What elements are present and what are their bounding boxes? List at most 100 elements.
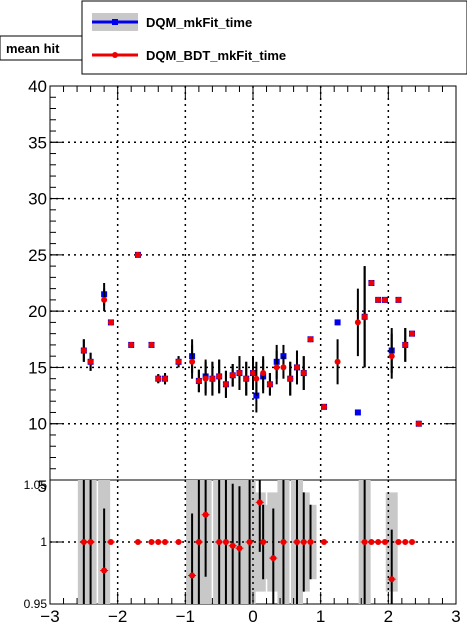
data-point-circle	[107, 319, 114, 326]
ratio-point	[321, 539, 328, 545]
data-point-circle	[354, 319, 361, 326]
ratio-point	[236, 545, 243, 552]
legend-marker-bdt	[112, 52, 118, 58]
data-point-circle	[202, 375, 209, 382]
data-point-circle	[243, 375, 250, 382]
data-point-circle	[361, 313, 368, 320]
ratio-point	[155, 539, 162, 545]
data-point-circle	[415, 420, 422, 427]
main-ytick-label: 25	[28, 246, 47, 265]
main-ytick-label: 15	[28, 358, 47, 377]
ratio-point	[388, 576, 395, 583]
data-point-circle	[280, 364, 287, 371]
ratio-point	[195, 539, 202, 545]
data-point-circle	[80, 347, 87, 354]
ratio-points	[79, 480, 417, 604]
ratio-point	[260, 539, 267, 545]
legend: DQM_mkFit_time DQM_BDT_mkFit_time	[81, 0, 467, 75]
data-point-square	[354, 409, 361, 416]
data-point-circle	[216, 373, 223, 380]
main-ytick-label: 20	[28, 302, 47, 321]
ratio-point	[270, 555, 277, 562]
xtick-label: 3	[451, 607, 460, 626]
data-point-circle	[368, 280, 375, 286]
main-ytick-label: 10	[28, 415, 47, 434]
legend-label-bdt: DQM_BDT_mkFit_time	[146, 48, 286, 63]
legend-marker-mkfit	[112, 19, 118, 25]
data-point-circle	[162, 375, 169, 382]
data-point-circle	[128, 341, 135, 348]
data-point-circle	[321, 403, 328, 410]
data-point-circle	[253, 375, 260, 382]
data-point-circle	[209, 375, 216, 382]
ratio-point	[368, 539, 375, 545]
xtick-label: 0	[248, 607, 257, 626]
ratio-point	[87, 539, 94, 545]
main-ytick-label: 40	[28, 77, 47, 96]
ratio-point	[222, 539, 229, 545]
data-point-circle	[273, 364, 280, 371]
xtick-label: 1	[316, 607, 325, 626]
data-point-circle	[229, 372, 236, 379]
ratio-point	[381, 539, 388, 545]
data-point-circle	[375, 296, 382, 303]
data-point-circle	[300, 370, 307, 377]
main-grid	[50, 86, 456, 480]
ratio-ticks: 0.95 1 1.05 −3 −2 −1 0 1 2 3	[24, 478, 461, 626]
data-point-circle	[175, 358, 182, 365]
data-point-circle	[189, 358, 196, 365]
ratio-point	[229, 542, 236, 549]
main-series	[80, 251, 422, 427]
main-plot-frame	[49, 85, 457, 481]
ratio-point	[307, 539, 314, 545]
ratio-point	[293, 539, 300, 545]
ratio-point	[300, 539, 307, 545]
xtick-label: −1	[176, 607, 195, 626]
ratio-point	[280, 539, 287, 545]
ratio-point	[148, 539, 155, 545]
ratio-ytick-label: 0.95	[24, 597, 48, 611]
ratio-point	[409, 539, 416, 545]
ratio-point	[402, 539, 409, 545]
main-ytick-label: 30	[28, 190, 47, 209]
series-bdt	[80, 251, 422, 427]
data-point-circle	[236, 370, 243, 377]
ratio-point	[375, 539, 382, 545]
xtick-label: −3	[40, 607, 59, 626]
ratio-point	[395, 539, 402, 545]
legend-entry-bdt: DQM_BDT_mkFit_time	[92, 48, 286, 63]
ratio-point	[361, 539, 368, 545]
data-point-circle	[250, 370, 256, 377]
ratio-point	[107, 539, 114, 545]
data-point-circle	[101, 296, 108, 303]
legend-entry-mkfit: DQM_mkFit_time	[92, 13, 252, 31]
data-point-circle	[293, 364, 300, 371]
data-point-circle	[334, 358, 341, 365]
data-point-circle	[307, 336, 314, 343]
data-point-circle	[148, 341, 155, 348]
data-point-circle	[381, 296, 388, 303]
data-point-circle	[409, 330, 416, 337]
ratio-point	[101, 567, 108, 574]
data-point-circle	[260, 370, 267, 377]
data-point-circle	[222, 381, 229, 388]
ratio-point	[189, 572, 196, 579]
data-point-circle	[395, 296, 402, 303]
main-ytick-label: 35	[28, 133, 47, 152]
ratio-ytick-label: 1	[40, 535, 47, 549]
ratio-point	[80, 539, 87, 545]
xtick-label: 2	[384, 607, 393, 626]
main-ytick-label: 5	[38, 477, 47, 496]
data-point-circle	[134, 251, 141, 258]
xtick-label: −2	[108, 607, 127, 626]
legend-box	[81, 0, 467, 75]
main-ticks: 5 10 15 20 25 30 35 40	[28, 77, 457, 496]
data-point-circle	[287, 375, 294, 382]
ratio-point	[202, 511, 209, 518]
ratio-ytick-label: 1.05	[24, 478, 48, 492]
ratio-point	[134, 539, 141, 545]
ratio-point	[175, 539, 182, 545]
data-point-square	[334, 319, 341, 326]
data-point-circle	[388, 353, 395, 360]
